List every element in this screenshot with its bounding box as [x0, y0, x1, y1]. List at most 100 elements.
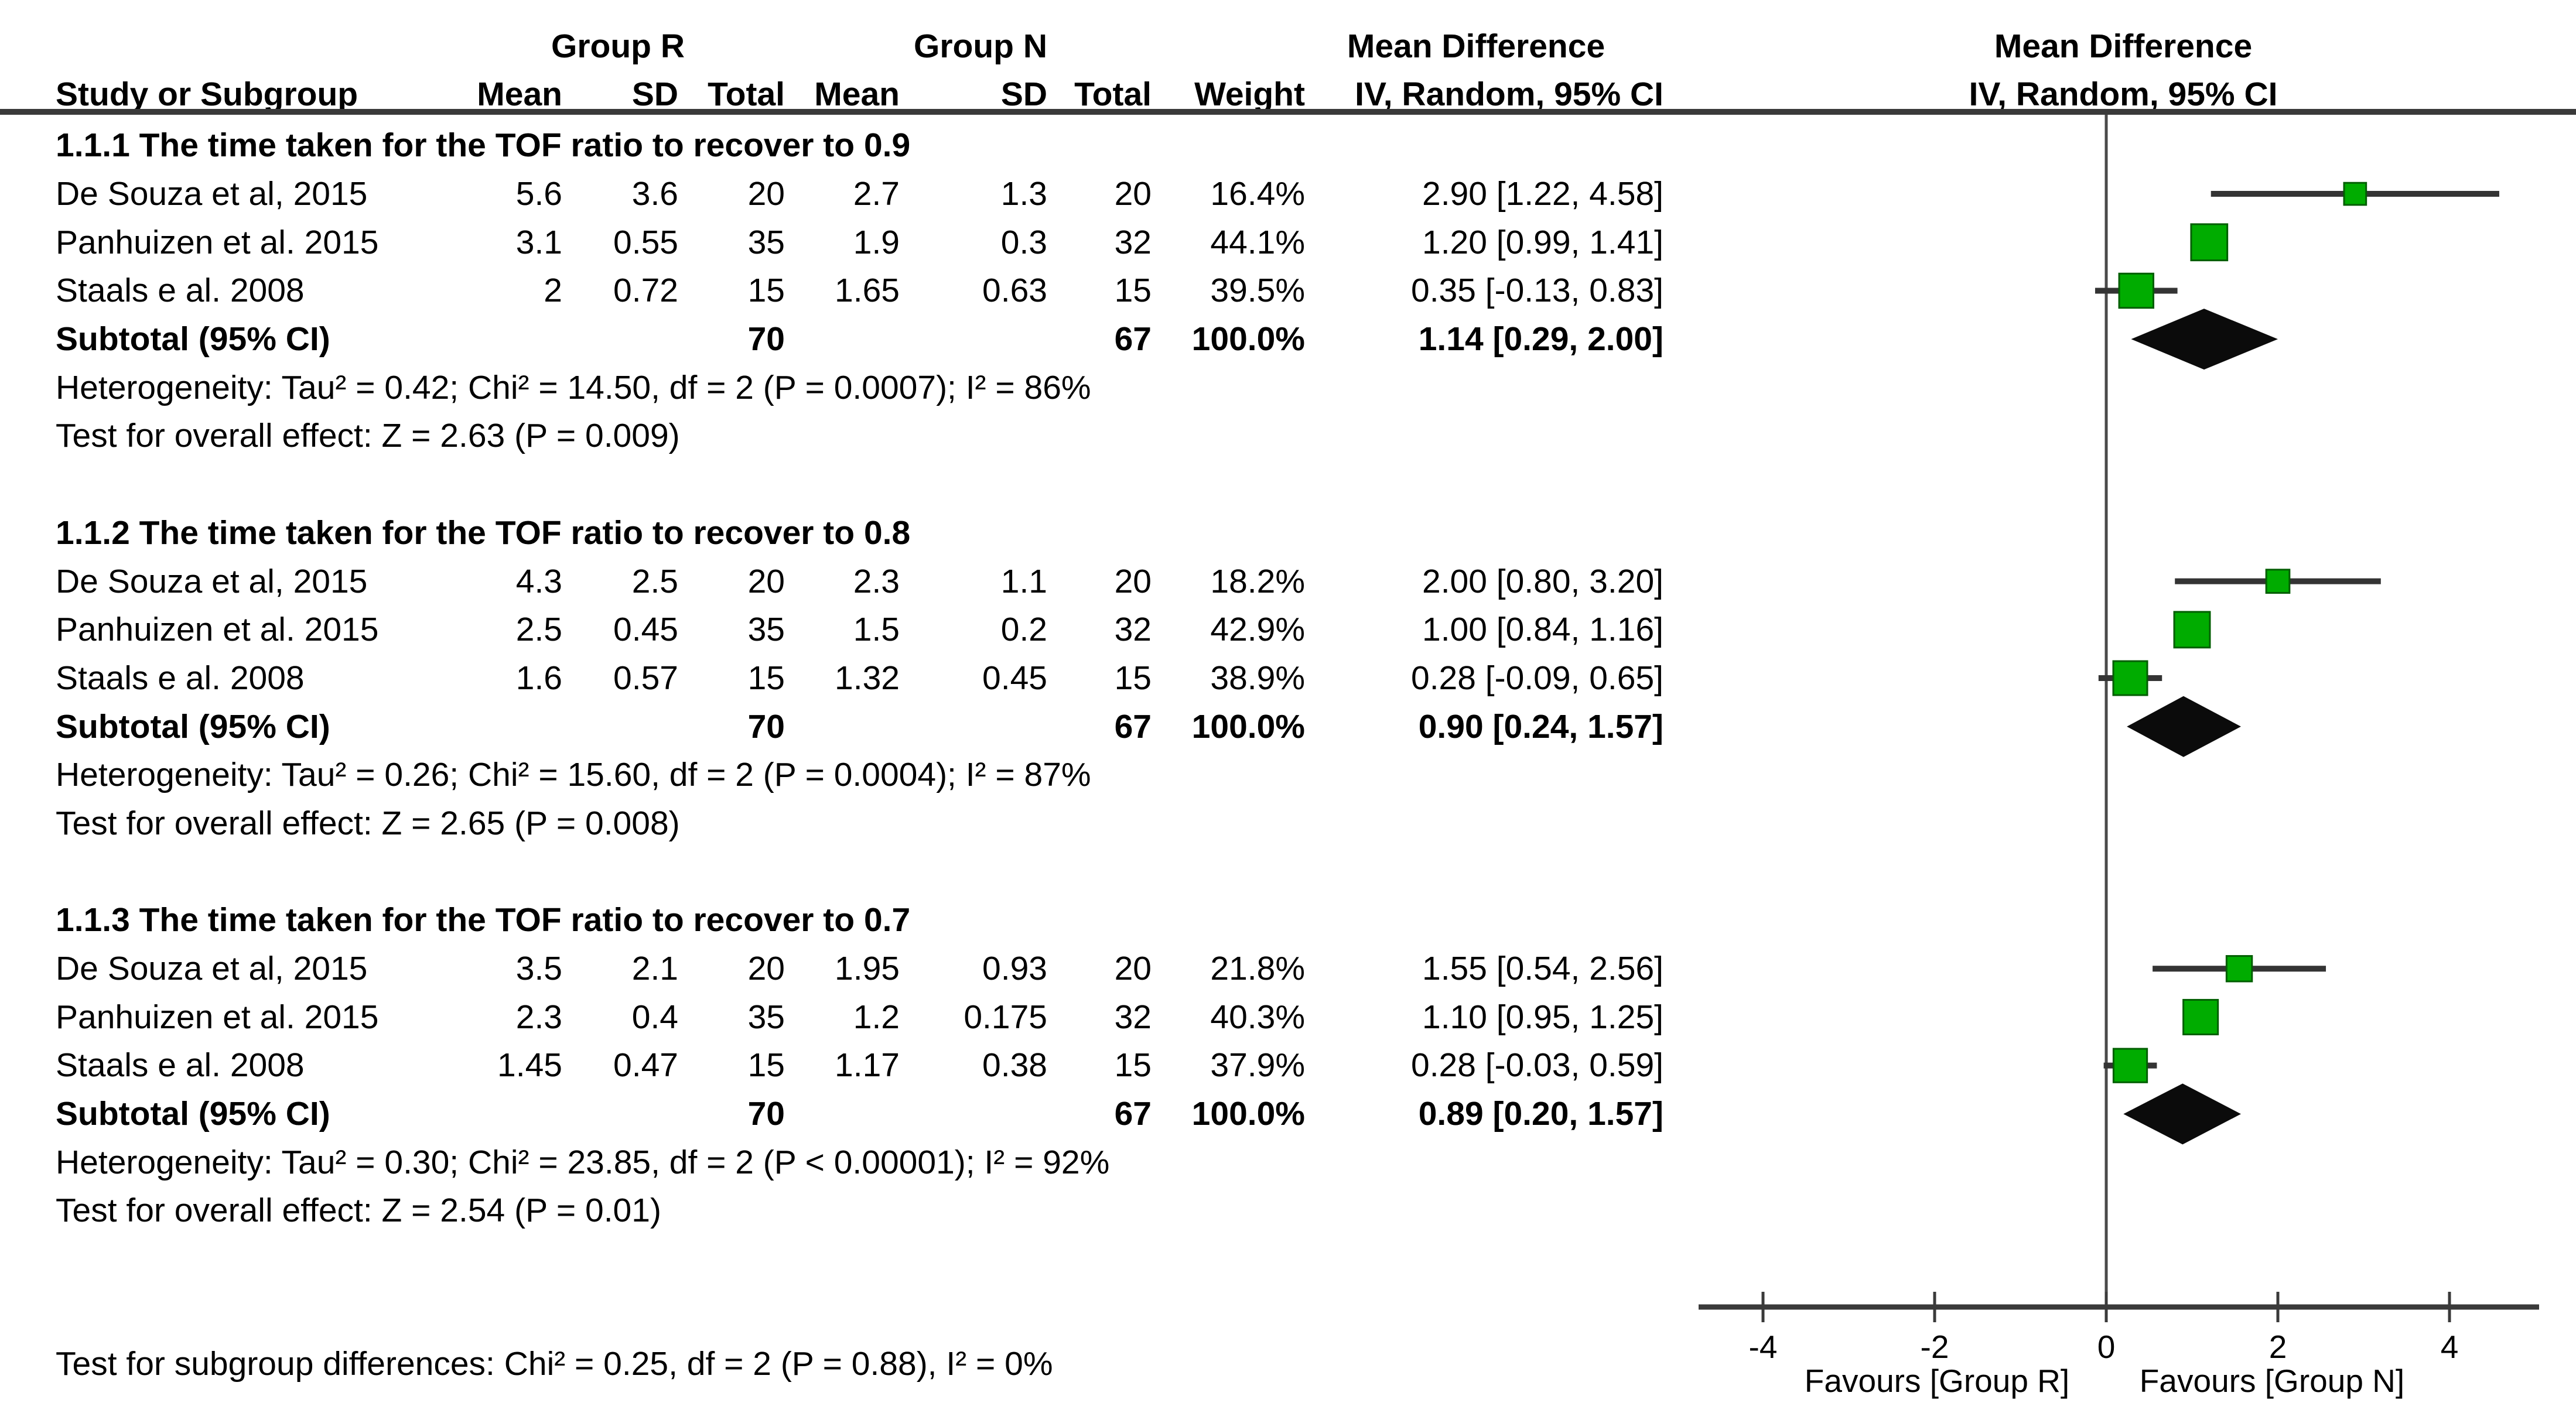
overall-effect-test-row: Test for overall effect: Z = 2.65 (P = 0…: [56, 799, 1672, 848]
subtotal-label: Subtotal (95% CI): [56, 707, 330, 745]
ci-value: 2.90 [1.22, 4.58]: [1422, 175, 1663, 213]
sd-n: 0.93: [982, 950, 1047, 988]
subtotal-label: Subtotal (95% CI): [56, 320, 330, 358]
tick-label: 0: [2097, 1329, 2116, 1365]
sd-r: 2.1: [631, 950, 678, 988]
study-column-label: Study or Subgroup: [56, 76, 358, 114]
subgroup-title: 1.1.3 The time taken for the TOF ratio t…: [56, 901, 911, 939]
sd-n: 0.38: [982, 1046, 1047, 1084]
ci-value: 0.28 [-0.09, 0.65]: [1411, 659, 1663, 697]
mean-n: 1.65: [835, 272, 900, 310]
sd-n: 0.2: [1000, 611, 1047, 649]
mean-difference-column-header: Mean Difference: [1347, 28, 1605, 65]
effect-square: [2265, 569, 2291, 594]
study-row: De Souza et al, 2015 4.3 2.5 20 2.3 1.1 20 18.2…: [56, 557, 1672, 605]
heterogeneity-stats-row: Heterogeneity: Tau² = 0.30; Chi² = 23.85…: [56, 1138, 1672, 1186]
mean-r: 1.6: [515, 659, 562, 697]
total-n: 15: [1114, 1046, 1152, 1084]
subtotal-label: Subtotal (95% CI): [56, 1095, 330, 1133]
study-row: Panhuizen et al. 2015 2.5 0.45 35 1.5 0.2 32 42…: [56, 605, 1672, 654]
ci-value: 1.10 [0.95, 1.25]: [1422, 998, 1663, 1036]
study-name: Staals e al. 2008: [56, 1046, 305, 1084]
heterogeneity-stats: Heterogeneity: Tau² = 0.42; Chi² = 14.50…: [56, 368, 1091, 406]
total-r-column-label: Total: [708, 76, 785, 114]
ci-value: 1.00 [0.84, 1.16]: [1422, 611, 1663, 649]
ci-value: 0.35 [-0.13, 0.83]: [1411, 272, 1663, 310]
heterogeneity-stats: Heterogeneity: Tau² = 0.30; Chi² = 23.85…: [56, 1143, 1110, 1181]
effect-square: [2182, 998, 2219, 1035]
subtotal-diamond: [2131, 309, 2278, 370]
subgroup-title-row: 1.1.3 The time taken for the TOF ratio t…: [56, 896, 1672, 945]
subgroup-title-row: 1.1.2 The time taken for the TOF ratio t…: [56, 509, 1672, 557]
mean-r-column-label: Mean: [477, 76, 562, 114]
subtotal-row: Subtotal (95% CI) 70 67 100.0% 0.89 [0.20, 1…: [56, 1090, 1672, 1138]
sd-r: 3.6: [631, 175, 678, 213]
tick-label: 2: [2268, 1329, 2287, 1365]
weight: 44.1%: [1210, 223, 1305, 261]
heterogeneity-stats: Heterogeneity: Tau² = 0.26; Chi² = 15.60…: [56, 756, 1091, 794]
effect-square: [2190, 223, 2229, 262]
total-n: 67: [1114, 1095, 1152, 1133]
total-n: 32: [1114, 611, 1152, 649]
total-n: 15: [1114, 659, 1152, 697]
total-r: 70: [747, 320, 785, 358]
tick-label: -2: [1920, 1329, 1949, 1365]
weight: 18.2%: [1210, 562, 1305, 600]
overall-effect-test-row: Test for overall effect: Z = 2.54 (P = 0…: [56, 1186, 1672, 1235]
column-header-row: Study or Subgroup Mean SD Total Mean SD …: [56, 70, 1672, 119]
mean-r: 3.1: [515, 223, 562, 261]
effect-square: [2343, 182, 2367, 206]
heterogeneity-stats-row: Heterogeneity: Tau² = 0.26; Chi² = 15.60…: [56, 751, 1672, 799]
weight-column-label: Weight: [1194, 76, 1305, 114]
overall-effect-test: Test for overall effect: Z = 2.63 (P = 0…: [56, 417, 680, 455]
favours-right-label: Favours [Group N]: [2139, 1363, 2405, 1399]
mean-n: 2.7: [853, 175, 900, 213]
effect-square: [2112, 660, 2148, 696]
total-r: 20: [747, 562, 785, 600]
total-n: 20: [1114, 562, 1152, 600]
effect-square: [2112, 1048, 2148, 1083]
study-row: De Souza et al, 2015 3.5 2.1 20 1.95 0.93 20 21…: [56, 945, 1672, 993]
sd-n: 1.3: [1000, 175, 1047, 213]
total-n-column-label: Total: [1074, 76, 1152, 114]
total-n: 15: [1114, 272, 1152, 310]
mean-r: 4.3: [515, 562, 562, 600]
ci-value: 0.89 [0.20, 1.57]: [1418, 1095, 1663, 1133]
weight: 38.9%: [1210, 659, 1305, 697]
total-r: 15: [747, 659, 785, 697]
overall-effect-test: Test for overall effect: Z = 2.54 (P = 0…: [56, 1192, 661, 1230]
ci-value: 0.90 [0.24, 1.57]: [1418, 707, 1663, 745]
table-body: 1.1.1 The time taken for the TOF ratio t…: [56, 121, 1672, 1235]
study-row: Panhuizen et al. 2015 3.1 0.55 35 1.9 0.3 32 44…: [56, 218, 1672, 266]
sd-r: 0.57: [613, 659, 678, 697]
sd-r: 0.55: [613, 223, 678, 261]
mean-n: 1.95: [835, 950, 900, 988]
subgroup-title: 1.1.2 The time taken for the TOF ratio t…: [56, 514, 911, 552]
subgroup-differences-test: Test for subgroup differences: Chi² = 0.…: [56, 1345, 1053, 1383]
study-row: Staals e al. 2008 1.6 0.57 15 1.32 0.45 15 38.9…: [56, 654, 1672, 703]
ci-value: 1.20 [0.99, 1.41]: [1422, 223, 1663, 261]
weight: 16.4%: [1210, 175, 1305, 213]
mean-n: 1.9: [853, 223, 900, 261]
sd-n: 1.1: [1000, 562, 1047, 600]
total-n: 67: [1114, 320, 1152, 358]
sd-r: 0.47: [613, 1046, 678, 1084]
sd-r-column-label: SD: [631, 76, 678, 114]
total-r: 35: [747, 223, 785, 261]
mean-r: 1.45: [497, 1046, 562, 1084]
study-row: Staals e al. 2008 2 0.72 15 1.65 0.63 15 39.5% 0…: [56, 266, 1672, 315]
study-row: Panhuizen et al. 2015 2.3 0.4 35 1.2 0.175 32 4…: [56, 993, 1672, 1041]
weight: 40.3%: [1210, 998, 1305, 1036]
effect-square: [2118, 272, 2154, 309]
total-r: 20: [747, 950, 785, 988]
header-rule: [0, 109, 2576, 115]
total-r: 35: [747, 611, 785, 649]
favours-left-label: Favours [Group R]: [1804, 1363, 2070, 1399]
mean-r: 5.6: [515, 175, 562, 213]
weight: 42.9%: [1210, 611, 1305, 649]
weight: 100.0%: [1191, 320, 1305, 358]
ci-value: 1.55 [0.54, 2.56]: [1422, 950, 1663, 988]
sd-r: 0.72: [613, 272, 678, 310]
